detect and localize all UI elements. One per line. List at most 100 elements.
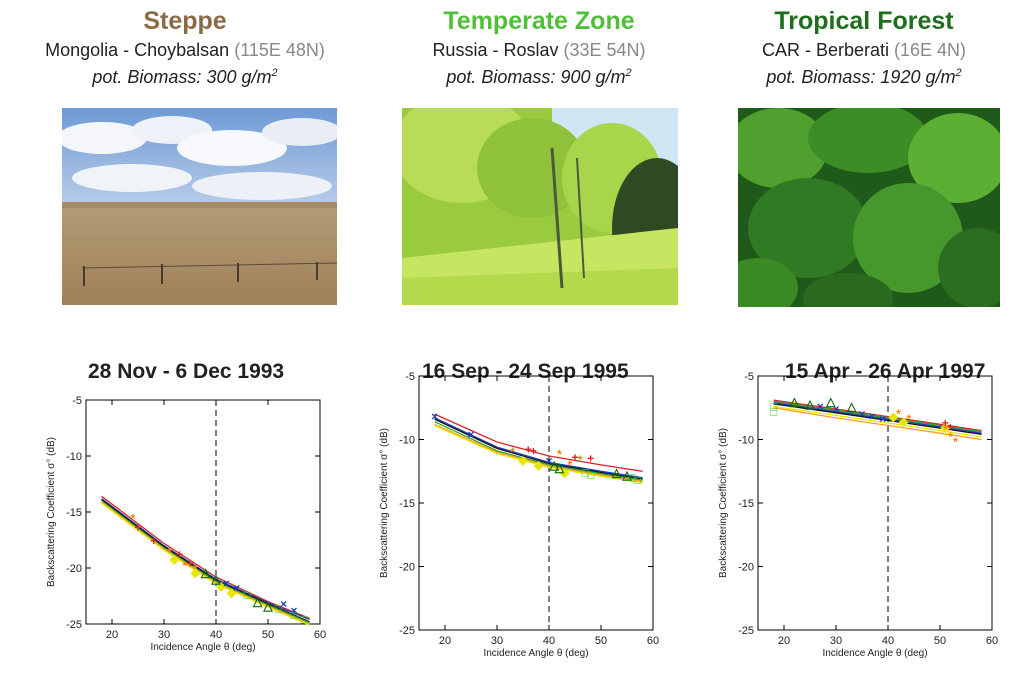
y-tick-label: -10 bbox=[738, 435, 754, 447]
data-point: □ bbox=[244, 588, 251, 602]
data-point: * bbox=[193, 562, 198, 576]
x-tick-label: 30 bbox=[158, 629, 170, 641]
x-axis-label: Incidence Angle θ (deg) bbox=[150, 642, 255, 653]
data-point: + bbox=[587, 452, 594, 466]
chart-panel-1993: 28 Nov - 6 Dec 1993 20 30 40 50 60 -25 -20 -15 -… bbox=[12, 360, 352, 692]
data-point: □ bbox=[770, 405, 777, 419]
fit-line bbox=[773, 403, 982, 436]
data-point: * bbox=[953, 435, 958, 449]
data-point: × bbox=[869, 410, 876, 424]
data-point: ◆ bbox=[533, 458, 544, 472]
data-point: △ bbox=[210, 572, 221, 586]
zone-location: Mongolia - Choybalsan bbox=[45, 40, 230, 60]
y-tick-label: -15 bbox=[66, 507, 82, 519]
zone-header-steppe: Steppe Mongolia - Choybalsan (115E 48N) … bbox=[13, 0, 357, 88]
backscatter-chart-1997: 20 30 40 50 60 -25 -20 -15 -10 -5 Incidence Angle … bbox=[718, 371, 998, 659]
data-point: × bbox=[817, 399, 824, 413]
chart-title: 15 Apr - 26 Apr 1997 bbox=[785, 360, 986, 383]
zone-coords: (16E 4N) bbox=[894, 40, 967, 60]
data-point: + bbox=[942, 416, 949, 430]
data-point: × bbox=[431, 410, 438, 424]
y-tick-label: -20 bbox=[399, 562, 415, 574]
data-point: □ bbox=[587, 468, 594, 482]
x-tick-label: 40 bbox=[882, 635, 894, 647]
data-point: ◆ bbox=[190, 565, 201, 579]
data-point: □ bbox=[290, 608, 297, 622]
y-tick-label: -15 bbox=[738, 498, 754, 510]
data-point: △ bbox=[252, 595, 263, 609]
x-tick-label: 20 bbox=[439, 635, 451, 647]
fit-line bbox=[773, 407, 982, 441]
data-point: △ bbox=[846, 399, 857, 413]
y-tick-label: -25 bbox=[66, 619, 82, 631]
fit-line bbox=[101, 498, 310, 621]
data-point: □ bbox=[634, 473, 641, 487]
x-tick-label: 60 bbox=[314, 629, 326, 641]
fit-line bbox=[101, 501, 310, 625]
data-point: × bbox=[467, 427, 474, 441]
fit-line bbox=[434, 417, 643, 479]
fit-line bbox=[773, 399, 982, 432]
data-point: * bbox=[567, 458, 572, 472]
zone-biomass: pot. Biomass: 300 g/m bbox=[92, 67, 272, 87]
fit-line bbox=[434, 421, 643, 481]
data-point: × bbox=[858, 407, 865, 421]
chart-title: 28 Nov - 6 Dec 1993 bbox=[88, 360, 285, 383]
zone-header-tropical: Tropical Forest CAR - Berberati (16E 4N)… bbox=[692, 0, 1034, 88]
x-tick-label: 20 bbox=[106, 629, 118, 641]
data-point: * bbox=[130, 512, 135, 526]
data-point: * bbox=[896, 407, 901, 421]
data-point: ◆ bbox=[517, 453, 528, 467]
y-tick-label: -20 bbox=[738, 562, 754, 574]
x-tick-label: 60 bbox=[986, 635, 998, 647]
data-point: * bbox=[578, 453, 583, 467]
chart-panel-1997: 15 Apr - 26 Apr 1997 20 30 40 50 60 -25 -20 -15… bbox=[694, 360, 1034, 692]
steppe-photo bbox=[62, 108, 337, 305]
data-point: + bbox=[134, 521, 141, 535]
data-point: * bbox=[557, 448, 562, 462]
y-tick-label: -10 bbox=[399, 435, 415, 447]
data-point: △ bbox=[200, 565, 211, 579]
fit-line bbox=[773, 402, 982, 434]
fit-line bbox=[434, 413, 643, 472]
plot-frame bbox=[85, 399, 321, 625]
backscatter-chart-1995: 20 30 40 50 60 -25 -20 -15 -10 -5 Incidence Angle … bbox=[379, 371, 659, 659]
data-point: × bbox=[223, 577, 230, 591]
y-tick-label: -10 bbox=[66, 451, 82, 463]
fit-line bbox=[101, 495, 310, 620]
fit-line bbox=[773, 405, 982, 438]
y-tick-label: -5 bbox=[744, 371, 754, 383]
y-tick-label: -15 bbox=[399, 498, 415, 510]
x-tick-label: 50 bbox=[595, 635, 607, 647]
zone-header-temperate: Temperate Zone Russia - Roslav (33E 54N)… bbox=[367, 0, 711, 88]
data-point: △ bbox=[789, 394, 800, 408]
tropical-forest-photo bbox=[738, 108, 1000, 307]
data-point: △ bbox=[549, 458, 560, 472]
data-point: □ bbox=[770, 399, 777, 413]
data-point: × bbox=[280, 597, 287, 611]
data-point: △ bbox=[804, 397, 815, 411]
x-tick-label: 30 bbox=[491, 635, 503, 647]
data-point: △ bbox=[621, 468, 632, 482]
x-axis-label: Incidence Angle θ (deg) bbox=[822, 648, 927, 659]
plot-frame bbox=[418, 375, 654, 631]
temperate-forest-photo bbox=[402, 108, 678, 305]
data-point: □ bbox=[582, 466, 589, 480]
x-tick-label: 50 bbox=[262, 629, 274, 641]
data-point: □ bbox=[629, 471, 636, 485]
y-axis-label: Backscattering Coefficient σ° (dB) bbox=[379, 428, 390, 578]
data-point: △ bbox=[825, 394, 836, 408]
data-point: ◆ bbox=[169, 552, 180, 566]
data-point: □ bbox=[301, 613, 308, 627]
data-point: * bbox=[948, 430, 953, 444]
y-axis-label: Backscattering Coefficient σ° (dB) bbox=[46, 437, 57, 587]
zone-location: CAR - Berberati bbox=[761, 40, 889, 60]
data-point: * bbox=[510, 445, 515, 459]
fit-line bbox=[101, 502, 310, 626]
fit-line bbox=[101, 500, 310, 624]
data-point: + bbox=[530, 444, 537, 458]
data-point: ◆ bbox=[216, 579, 227, 593]
data-point: × bbox=[832, 402, 839, 416]
data-point: + bbox=[525, 443, 532, 457]
data-point: * bbox=[906, 412, 911, 426]
